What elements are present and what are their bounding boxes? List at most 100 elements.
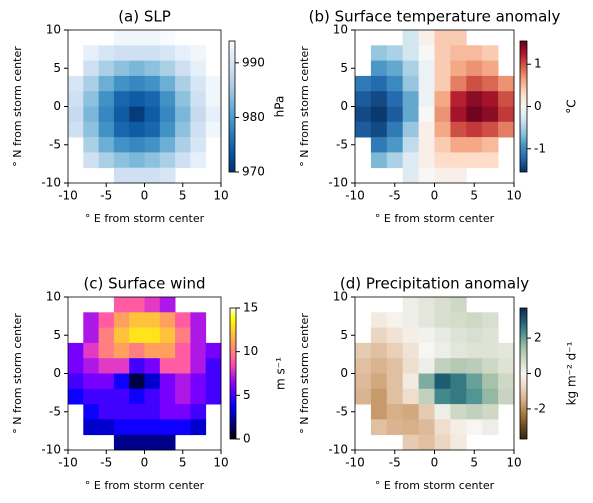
heat-cell bbox=[98, 312, 115, 328]
heat-cell bbox=[113, 373, 130, 390]
x-tick-label: 5 bbox=[470, 189, 478, 203]
heat-cell bbox=[113, 30, 130, 46]
colorbar-tick-label: 990 bbox=[242, 55, 265, 69]
heat-cell bbox=[129, 167, 145, 184]
heat-cell bbox=[98, 327, 115, 344]
heat-cell bbox=[466, 404, 483, 420]
heat-cell bbox=[190, 327, 207, 344]
heat-cell bbox=[129, 106, 145, 123]
heat-cell bbox=[370, 106, 388, 123]
heat-cell bbox=[144, 106, 161, 123]
heat-cell bbox=[370, 121, 388, 138]
heat-cell bbox=[190, 152, 207, 169]
heat-cell bbox=[402, 137, 419, 153]
colorbar bbox=[228, 40, 236, 173]
heat-cell bbox=[129, 297, 145, 313]
heat-cell bbox=[386, 91, 404, 107]
y-tick-label: 10 bbox=[46, 23, 61, 37]
y-tick-label: -10 bbox=[41, 176, 61, 190]
colorbar-tick-label: 0 bbox=[534, 366, 542, 380]
heat-cell bbox=[98, 388, 115, 405]
heat-cell bbox=[386, 106, 404, 123]
x-tick-label: 5 bbox=[470, 456, 478, 470]
y-tick-label: 10 bbox=[46, 290, 61, 304]
heat-cell bbox=[466, 137, 483, 153]
heat-cell bbox=[129, 312, 145, 328]
heat-cell bbox=[98, 404, 115, 420]
heat-cell bbox=[482, 121, 499, 138]
heat-cell bbox=[159, 60, 176, 77]
heat-cell bbox=[83, 75, 99, 92]
heat-cell bbox=[159, 152, 176, 169]
x-axis-label: ° E from storm center bbox=[375, 212, 495, 225]
heat-cell bbox=[402, 30, 419, 46]
heat-cell bbox=[175, 404, 191, 420]
heat-cell bbox=[175, 137, 191, 153]
heat-cell bbox=[450, 327, 467, 344]
heat-cell bbox=[190, 106, 207, 123]
heat-cell bbox=[434, 342, 451, 359]
heat-cell bbox=[355, 121, 372, 138]
heat-cell bbox=[434, 106, 451, 123]
y-tick-label: 10 bbox=[333, 290, 348, 304]
heat-cell bbox=[205, 388, 222, 405]
x-tick-label: 0 bbox=[431, 456, 439, 470]
heat-cell bbox=[466, 152, 483, 169]
heat-cell bbox=[370, 137, 388, 153]
heat-cell bbox=[450, 358, 467, 374]
heat-cell bbox=[68, 342, 84, 359]
heat-cell bbox=[402, 419, 419, 436]
heat-cell bbox=[402, 434, 419, 451]
heat-cell bbox=[434, 167, 451, 184]
heat-cell bbox=[144, 312, 161, 328]
heat-cell bbox=[175, 388, 191, 405]
heat-cell bbox=[434, 312, 451, 328]
heat-cell bbox=[482, 91, 499, 107]
heat-cell bbox=[68, 373, 84, 390]
heat-cell bbox=[434, 45, 451, 61]
heat-cell bbox=[98, 45, 115, 61]
heat-cell bbox=[482, 342, 499, 359]
heat-cell bbox=[113, 121, 130, 138]
heat-cell bbox=[418, 60, 435, 77]
heat-cell bbox=[386, 312, 404, 328]
heat-cell bbox=[113, 388, 130, 405]
heat-cell bbox=[205, 91, 222, 107]
heat-cell bbox=[370, 91, 388, 107]
heat-cell bbox=[129, 45, 145, 61]
heat-cell bbox=[129, 75, 145, 92]
x-tick-label: -10 bbox=[345, 456, 365, 470]
heat-cell bbox=[466, 91, 483, 107]
heat-cell bbox=[113, 297, 130, 313]
heat-cell bbox=[83, 388, 99, 405]
heat-cell bbox=[482, 106, 499, 123]
heat-cell bbox=[190, 342, 207, 359]
x-tick-label: 0 bbox=[141, 456, 149, 470]
heat-cell bbox=[129, 327, 145, 344]
heat-cell bbox=[450, 121, 467, 138]
heat-cell bbox=[450, 297, 467, 313]
heat-cell bbox=[498, 388, 515, 405]
heat-cell bbox=[113, 434, 130, 451]
heat-cell bbox=[98, 60, 115, 77]
heat-cell bbox=[190, 388, 207, 405]
heat-cell bbox=[466, 106, 483, 123]
heat-cell bbox=[129, 388, 145, 405]
heat-cell bbox=[482, 137, 499, 153]
heat-cell bbox=[482, 419, 499, 436]
colorbar-tick-label: 10 bbox=[243, 344, 258, 358]
heat-cell bbox=[434, 373, 451, 390]
heat-cell bbox=[434, 358, 451, 374]
heat-cell bbox=[450, 137, 467, 153]
heat-cell bbox=[482, 45, 499, 61]
heat-cell bbox=[434, 75, 451, 92]
heat-cell bbox=[370, 388, 388, 405]
heat-cell bbox=[450, 419, 467, 436]
heat-cell bbox=[402, 167, 419, 184]
heat-cell bbox=[83, 358, 99, 374]
heat-cell bbox=[355, 106, 372, 123]
y-tick-label: 5 bbox=[53, 61, 61, 75]
colorbar-tick-label: -2 bbox=[534, 401, 546, 415]
heat-cell bbox=[98, 152, 115, 169]
heat-cell bbox=[418, 30, 435, 46]
